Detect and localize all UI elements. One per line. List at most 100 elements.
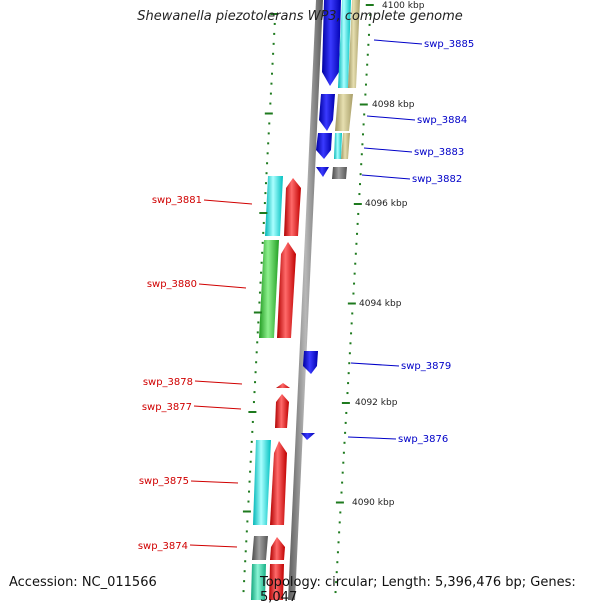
scale-tick [242, 510, 251, 513]
scale-tick [267, 142, 270, 145]
gene-arrow-swp_3875[interactable] [270, 441, 287, 525]
feature-block [334, 133, 342, 159]
scale-tick [354, 252, 357, 255]
gene-label-swp_3875[interactable]: swp_3875 [139, 476, 189, 487]
scale-tick [251, 420, 254, 423]
minus-strand-features [251, 176, 301, 600]
gene-arrow-swp_3884[interactable] [319, 94, 335, 131]
gene-label-swp_3885[interactable]: swp_3885 [424, 39, 474, 50]
gene-arrow-swp_3882[interactable] [316, 167, 329, 177]
feature-block [265, 176, 283, 236]
scale-tick [362, 123, 365, 126]
scale-tick [266, 152, 269, 155]
scale-tick [250, 440, 253, 443]
scale-label: 4096 kbp [365, 199, 408, 209]
gene-arrow-swp_3878[interactable] [276, 383, 290, 388]
scale-tick [251, 430, 254, 433]
scale-tick [360, 153, 363, 156]
scale-tick [360, 163, 363, 166]
scale-tick [341, 471, 344, 474]
gene-arrow-swp_3879[interactable] [303, 351, 318, 374]
gene-label-swp_3874[interactable]: swp_3874 [138, 541, 188, 552]
gene-label-swp_3884[interactable]: swp_3884 [417, 115, 467, 126]
scale-tick [245, 540, 248, 543]
scale-tick [255, 361, 258, 364]
scale-tick [273, 22, 276, 25]
scale-tick [243, 580, 246, 583]
scale-tick [248, 411, 257, 413]
gene-label-swp_3879[interactable]: swp_3879 [401, 361, 451, 372]
scale-tick [364, 83, 367, 86]
scale-tick [248, 490, 251, 493]
scale-tick [344, 431, 347, 434]
scale-tick [272, 52, 275, 55]
scale-tick [271, 72, 274, 75]
scale-tick [246, 520, 249, 523]
scale-tick [260, 261, 263, 264]
scale-label: 4090 kbp [352, 498, 395, 508]
scale-tick [359, 183, 362, 186]
scale-tick [341, 402, 350, 404]
gene-labels: swp_3885 swp_3884 swp_3883 swp_3882 swp_… [138, 39, 474, 552]
scale-tick [267, 132, 270, 135]
feature-block [253, 440, 271, 525]
scale-tick [272, 42, 275, 45]
gene-label-swp_3878[interactable]: swp_3878 [143, 377, 193, 388]
scale-tick [366, 53, 369, 56]
scale-tick [254, 381, 257, 384]
scale-tick [338, 521, 341, 524]
genome-summary-text: Topology: circular; Length: 5,396,476 bp… [260, 575, 576, 605]
scale-tick [353, 272, 356, 275]
scale-tick [365, 4, 374, 6]
scale-tick [356, 232, 359, 235]
scale-tick [252, 401, 255, 404]
gene-arrow-swp_3880[interactable] [277, 242, 296, 338]
gene-label-swp_3881[interactable]: swp_3881 [152, 195, 202, 206]
scale-tick [363, 113, 366, 116]
scale-tick [359, 103, 368, 106]
scale-tick [247, 500, 250, 503]
scale-tick [262, 231, 265, 234]
scale-tick [366, 63, 369, 66]
gene-label-swp_3877[interactable]: swp_3877 [142, 402, 192, 413]
gene-arrow-swp_3874[interactable] [270, 537, 285, 560]
scale-tick [259, 212, 268, 214]
scale-tick [348, 352, 351, 355]
scale-ticks [242, 4, 374, 594]
gene-leaders [189, 39, 423, 548]
gene-arrow-swp_3883[interactable] [316, 133, 332, 159]
gene-label-swp_3876[interactable]: swp_3876 [398, 434, 448, 445]
scale-tick [250, 450, 253, 453]
scale-tick [270, 13, 279, 15]
scale-tick [338, 531, 341, 534]
scale-tick [243, 570, 246, 573]
scale-tick [353, 282, 356, 285]
scale-tick [357, 212, 360, 215]
scale-tick [256, 341, 259, 344]
scale-tick [335, 571, 338, 574]
gene-label-swp_3883[interactable]: swp_3883 [414, 147, 464, 158]
scale-label: 4092 kbp [355, 398, 398, 408]
scale-labels: 4100 kbp 4098 kbp 4096 kbp 4094 kbp 4092… [352, 1, 425, 508]
scale-tick [258, 291, 261, 294]
gene-label-swp_3880[interactable]: swp_3880 [147, 279, 197, 290]
scale-tick [265, 172, 268, 175]
scale-tick [361, 133, 364, 136]
gene-arrow-swp_3885[interactable] [322, 0, 341, 86]
feature-block [335, 94, 353, 131]
scale-tick [353, 203, 362, 205]
scale-tick [350, 322, 353, 325]
feature-block [252, 536, 268, 560]
gene-label-swp_3882[interactable]: swp_3882 [412, 174, 462, 185]
gene-arrow-swp_3877[interactable] [275, 394, 289, 428]
gene-arrow-swp_3876[interactable] [301, 433, 315, 440]
scale-tick [269, 102, 272, 105]
gene-arrow-swp_3881[interactable] [284, 178, 301, 236]
scale-tick [347, 382, 350, 385]
scale-tick [260, 271, 263, 274]
scale-tick [271, 62, 274, 65]
scale-tick [355, 242, 358, 245]
scale-tick [348, 362, 351, 365]
scale-tick [337, 541, 340, 544]
